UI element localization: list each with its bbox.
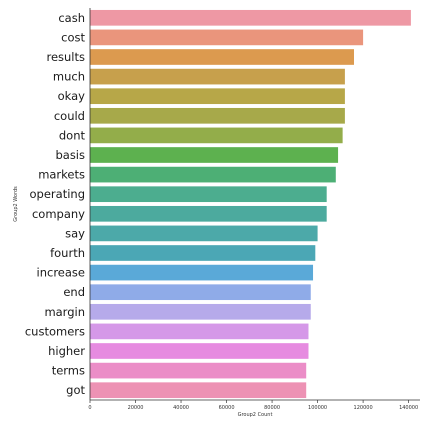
x-tick-label: 60000 — [219, 405, 235, 411]
x-tick-label: 140000 — [399, 405, 418, 411]
bar-okay — [90, 88, 345, 105]
category-label: cost — [61, 30, 85, 44]
x-tick-label: 40000 — [173, 405, 189, 411]
category-label: cash — [58, 11, 85, 25]
bar-operating — [90, 186, 327, 203]
category-label: dont — [59, 128, 86, 142]
bar-dont — [90, 127, 343, 144]
bar-margin — [90, 303, 311, 320]
bar-end — [90, 284, 311, 301]
category-label: could — [54, 109, 85, 123]
bar-customers — [90, 323, 309, 340]
bar-company — [90, 205, 327, 222]
category-label: basis — [55, 148, 85, 162]
category-label: okay — [58, 89, 86, 103]
bar-fourth — [90, 245, 316, 261]
x-tick-label: 20000 — [128, 405, 144, 411]
bar-markets — [90, 166, 336, 183]
x-tick-label: 0 — [88, 405, 91, 411]
category-label: markets — [38, 168, 85, 182]
bar-terms — [90, 362, 307, 379]
bars-group — [90, 9, 411, 399]
category-label: company — [32, 207, 85, 221]
category-label: margin — [44, 305, 85, 319]
bar-much — [90, 68, 345, 85]
bar-say — [90, 225, 318, 242]
category-label: customers — [25, 324, 85, 338]
category-labels: cash cost results much okay could dont basis mar… — [25, 11, 86, 397]
category-label: say — [65, 226, 85, 240]
category-label: end — [63, 285, 85, 299]
category-label: much — [53, 70, 85, 84]
category-label: higher — [48, 344, 85, 358]
x-tick-label: 120000 — [354, 405, 373, 411]
category-label: increase — [37, 266, 85, 280]
bar-cash — [90, 9, 411, 26]
y-axis-title: Group2 Words — [13, 186, 19, 222]
bar-results — [90, 49, 354, 65]
bar-cost — [90, 29, 364, 46]
bar-increase — [90, 264, 314, 281]
bar-basis — [90, 147, 339, 163]
x-tick-label: 80000 — [264, 405, 280, 411]
category-label: results — [46, 50, 85, 64]
x-axis-ticks: 0 20000 40000 60000 80000 100000 120000 140000 — [88, 400, 418, 411]
bar-higher — [90, 343, 309, 359]
category-label: operating — [30, 187, 85, 201]
bar-got — [90, 382, 307, 399]
x-tick-label: 100000 — [308, 405, 327, 411]
category-label: fourth — [50, 246, 85, 260]
category-label: got — [66, 383, 85, 397]
bar-could — [90, 107, 345, 124]
x-axis-title: Group2 Count — [238, 412, 273, 418]
category-label: terms — [52, 364, 85, 378]
